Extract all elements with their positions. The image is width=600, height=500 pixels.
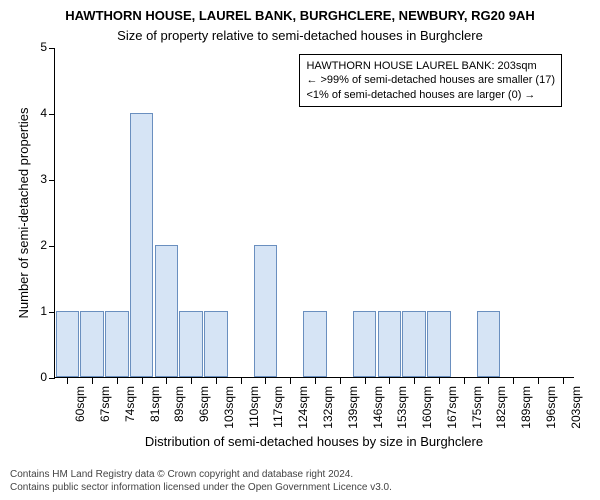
x-tick xyxy=(464,378,465,384)
x-tick xyxy=(241,378,242,384)
x-tick-label: 146sqm xyxy=(371,386,385,436)
x-tick-label: 139sqm xyxy=(346,386,360,436)
y-tick xyxy=(49,246,55,247)
x-tick-label: 167sqm xyxy=(445,386,459,436)
bar xyxy=(130,113,154,377)
x-tick xyxy=(439,378,440,384)
legend-box: HAWTHORN HOUSE LAUREL BANK: 203sqm← >99%… xyxy=(299,54,562,107)
histogram-chart: HAWTHORN HOUSE, LAUREL BANK, BURGHCLERE,… xyxy=(0,0,600,500)
x-tick-label: 89sqm xyxy=(172,386,186,436)
x-tick xyxy=(166,378,167,384)
x-tick-label: 189sqm xyxy=(519,386,533,436)
bar xyxy=(254,245,278,377)
x-tick-label: 81sqm xyxy=(148,386,162,436)
bar xyxy=(204,311,228,377)
x-tick-label: 103sqm xyxy=(222,386,236,436)
x-tick xyxy=(389,378,390,384)
x-tick-label: 175sqm xyxy=(470,386,484,436)
y-tick xyxy=(49,312,55,313)
x-tick xyxy=(513,378,514,384)
bar xyxy=(56,311,80,377)
x-tick-label: 117sqm xyxy=(271,386,285,436)
x-tick-label: 124sqm xyxy=(296,386,310,436)
x-tick-label: 74sqm xyxy=(123,386,137,436)
x-tick-label: 182sqm xyxy=(494,386,508,436)
bar xyxy=(402,311,426,377)
x-tick-label: 67sqm xyxy=(98,386,112,436)
x-tick xyxy=(191,378,192,384)
bar xyxy=(378,311,402,377)
y-axis-label: Number of semi-detached properties xyxy=(16,48,31,378)
bar xyxy=(477,311,501,377)
chart-subtitle: Size of property relative to semi-detach… xyxy=(0,28,600,43)
x-tick xyxy=(340,378,341,384)
x-tick xyxy=(414,378,415,384)
y-tick xyxy=(49,48,55,49)
x-tick xyxy=(67,378,68,384)
x-tick xyxy=(365,378,366,384)
legend-line: ← >99% of semi-detached houses are small… xyxy=(306,73,555,87)
x-tick-label: 132sqm xyxy=(321,386,335,436)
footer-line-2: Contains public sector information licen… xyxy=(10,481,392,494)
x-tick-label: 60sqm xyxy=(73,386,87,436)
bar xyxy=(303,311,327,377)
x-tick xyxy=(563,378,564,384)
x-tick xyxy=(92,378,93,384)
x-tick-label: 96sqm xyxy=(197,386,211,436)
bar xyxy=(155,245,179,377)
footer-line-1: Contains HM Land Registry data © Crown c… xyxy=(10,468,392,481)
x-tick xyxy=(216,378,217,384)
y-tick xyxy=(49,180,55,181)
x-tick-label: 196sqm xyxy=(544,386,558,436)
bar xyxy=(80,311,104,377)
footer-attribution: Contains HM Land Registry data © Crown c… xyxy=(10,468,392,494)
x-tick xyxy=(315,378,316,384)
bar xyxy=(353,311,377,377)
chart-title: HAWTHORN HOUSE, LAUREL BANK, BURGHCLERE,… xyxy=(0,8,600,23)
x-tick xyxy=(488,378,489,384)
x-tick xyxy=(117,378,118,384)
x-tick-label: 153sqm xyxy=(395,386,409,436)
x-tick-label: 110sqm xyxy=(247,386,261,436)
x-tick xyxy=(538,378,539,384)
x-tick xyxy=(290,378,291,384)
y-tick xyxy=(49,114,55,115)
y-tick xyxy=(49,378,55,379)
x-tick xyxy=(142,378,143,384)
bar xyxy=(105,311,129,377)
x-axis-label: Distribution of semi-detached houses by … xyxy=(54,434,574,449)
x-tick xyxy=(265,378,266,384)
legend-line: HAWTHORN HOUSE LAUREL BANK: 203sqm xyxy=(306,59,555,73)
bar xyxy=(179,311,203,377)
x-tick-label: 160sqm xyxy=(420,386,434,436)
legend-line: <1% of semi-detached houses are larger (… xyxy=(306,88,555,102)
x-tick-label: 203sqm xyxy=(569,386,583,436)
bar xyxy=(427,311,451,377)
